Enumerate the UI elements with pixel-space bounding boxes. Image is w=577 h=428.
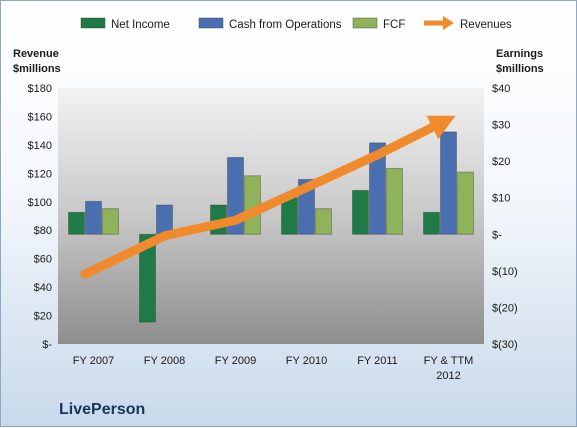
bar-cash-from-operations: [85, 200, 102, 235]
right-axis-ticks: $(30) $(20) $(10) $- $10 $20 $30 $40: [492, 83, 518, 351]
left-tick-label: $60: [34, 254, 52, 266]
legend-item-fcf: FCF: [352, 17, 405, 31]
bar-cash-from-operations: [440, 131, 457, 235]
left-tick-label: $140: [28, 140, 52, 152]
legend-swatch: [352, 17, 378, 29]
left-axis-ticks: $- $20 $40 $60 $80 $100 $120 $140 $160 $180: [28, 83, 53, 351]
legend-item-cash-from-operations: Cash from Operations: [198, 17, 342, 31]
x-tick-label: FY 2007: [73, 355, 114, 367]
left-axis-title: Revenue: [13, 48, 59, 60]
left-tick-label: $40: [34, 282, 52, 294]
bar-cash-from-operations: [156, 204, 173, 235]
bar-net-income: [423, 211, 440, 235]
x-tick-label: FY 2008: [144, 355, 185, 367]
legend-item-revenues: Revenues: [424, 16, 512, 31]
revenue-line: [80, 115, 456, 279]
bar-fcf: [386, 167, 403, 235]
legend-item-net-income: Net Income: [80, 17, 170, 31]
left-tick-label: $180: [28, 83, 52, 95]
revenue-line-path: [80, 120, 443, 279]
legend-swatch-arrow: [443, 16, 454, 30]
right-tick-label: $-: [492, 229, 502, 241]
axis-titles: Revenue $millions Earnings $millions: [13, 48, 544, 75]
left-tick-label: $20: [34, 311, 52, 323]
bar-fcf: [315, 208, 332, 235]
revenue-arrow-head: [426, 115, 456, 139]
x-tick-label: FY 2009: [215, 355, 256, 367]
left-tick-label: $80: [34, 225, 52, 237]
legend-label: Net Income: [111, 19, 170, 31]
plot-area: [58, 88, 484, 344]
legend-label: Revenues: [460, 19, 512, 31]
company-name: LivePerson: [59, 401, 145, 418]
legend-swatch: [198, 17, 224, 29]
legend: Net Income Cash from Operations FCF Revenue…: [80, 16, 512, 31]
bar-net-income: [139, 233, 156, 323]
x-axis-labels: FY 2007 FY 2008 FY 2009 FY 2010 FY 2011 FY & …: [73, 355, 474, 382]
legend-label: FCF: [383, 19, 405, 31]
legend-swatch: [80, 17, 106, 29]
right-tick-label: $20: [492, 156, 510, 168]
bar-net-income: [352, 189, 369, 235]
bar-net-income: [68, 211, 85, 235]
bar-cash-from-operations: [369, 142, 386, 235]
right-tick-label: $30: [492, 120, 510, 132]
right-tick-label: $10: [492, 193, 510, 205]
x-tick-label: FY & TTM: [424, 355, 474, 367]
left-tick-label: $-: [42, 339, 52, 351]
x-tick-label: FY 2011: [357, 355, 398, 367]
right-tick-label: $(30): [492, 339, 518, 351]
right-tick-label: $40: [492, 83, 510, 95]
bar-net-income: [281, 197, 298, 235]
right-axis-title: $millions: [496, 63, 544, 75]
right-axis-title: Earnings: [496, 48, 543, 60]
legend-label: Cash from Operations: [229, 19, 342, 31]
left-tick-label: $120: [28, 168, 52, 180]
bar-fcf: [457, 171, 474, 235]
bar-fcf: [102, 208, 119, 235]
left-tick-label: $160: [28, 111, 52, 123]
x-tick-label: 2012: [436, 370, 460, 382]
right-tick-label: $(20): [492, 302, 518, 314]
left-tick-label: $100: [28, 197, 52, 209]
x-tick-label: FY 2010: [286, 355, 327, 367]
left-axis-title: $millions: [13, 63, 61, 75]
right-tick-label: $(10): [492, 266, 518, 278]
